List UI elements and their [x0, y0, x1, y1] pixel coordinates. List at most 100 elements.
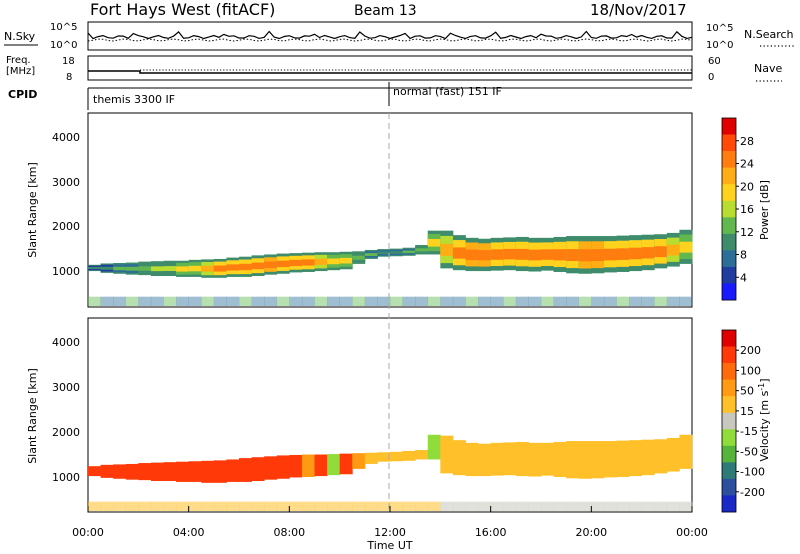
velocity-near-range-40: [591, 501, 605, 511]
power-cell-core-34: [515, 248, 529, 260]
power-cell-core-32: [490, 249, 504, 260]
velocity-cell-15: [276, 455, 290, 479]
x-tick-label-2: 08:00: [273, 526, 305, 539]
power-colorbar-swatch-3: [722, 167, 736, 185]
power-cell-core-17: [301, 259, 315, 266]
power-cell-core-12: [239, 263, 252, 271]
velocity-cell-19: [327, 454, 341, 476]
velocity-cell-34: [515, 441, 529, 477]
power-near-range-1: [100, 296, 114, 306]
power-near-range-40: [591, 296, 605, 306]
power-near-range-24: [390, 296, 403, 306]
power-data-marks: [88, 229, 693, 306]
power-near-range-21: [352, 296, 366, 306]
power-ytick-1000: 1000: [52, 265, 80, 278]
power-cell-core-33: [503, 248, 517, 260]
velocity-colorbar-ticks-label-3: 15: [740, 405, 754, 418]
velocity-cell-46: [666, 437, 680, 472]
velocity-colorbar-ticks-label-1: 100: [740, 364, 761, 377]
velocity-ytick-3000: 3000: [52, 381, 80, 394]
nave-tick-bottom: 0: [708, 72, 714, 83]
noise-left-tick-bottom: 10^0: [50, 40, 77, 51]
power-cell-core-7: [176, 266, 190, 272]
velocity-near-range-10: [213, 501, 227, 511]
power-ytick-4000: 4000: [52, 131, 80, 144]
velocity-near-range-35: [528, 501, 542, 511]
power-near-range-35: [528, 296, 542, 306]
velocity-near-range-30: [465, 501, 479, 511]
power-colorbar-swatch-2: [722, 151, 736, 168]
power-near-range-34: [515, 296, 529, 306]
velocity-cell-21: [352, 453, 366, 469]
velocity-near-range-24: [390, 501, 403, 511]
noise-traces: [87, 30, 693, 42]
velocity-near-range-41: [603, 501, 617, 511]
velocity-cell-28: [440, 435, 454, 474]
power-near-range-41: [603, 296, 617, 306]
power-near-range-27: [427, 296, 441, 306]
velocity-cell-40: [591, 441, 605, 479]
power-near-range-22: [364, 296, 378, 306]
velocity-colorbar-swatch-9: [722, 478, 736, 496]
velocity-colorbar-frame: [721, 329, 737, 513]
power-cell-core-1: [100, 266, 114, 270]
power-cell-core-25: [402, 250, 416, 254]
velocity-near-range-23: [377, 501, 391, 511]
velocity-cell-10: [213, 460, 227, 483]
velocity-colorbar-swatch-6: [722, 429, 736, 447]
x-tick-label-1: 04:00: [173, 526, 205, 539]
power-colorbar-swatch-1: [722, 134, 736, 152]
power-cell-core-27: [427, 238, 441, 247]
power-cell-core-44: [641, 247, 655, 259]
velocity-cell-44: [641, 439, 655, 476]
velocity-cell-41: [603, 441, 617, 478]
power-near-range-43: [629, 296, 642, 306]
velocity-cell-4: [138, 463, 152, 481]
power-near-range-47: [679, 296, 693, 306]
power-colorbar-ticks-label-4: 12: [740, 226, 754, 239]
velocity-colorbar-swatch-2: [722, 363, 736, 380]
velocity-near-range-26: [415, 501, 429, 511]
power-near-range-32: [490, 296, 504, 306]
power-cell-core-39: [578, 249, 592, 262]
power-cell-core-5: [150, 266, 164, 272]
velocity-colorbar-ticks: 200 100 50 15 -15 -50 -100 -200: [736, 344, 765, 499]
nave-label: Nave: [754, 62, 782, 75]
velocity-cell-27: [427, 434, 441, 460]
velocity-cell-13: [251, 457, 265, 482]
velocity-cell-14: [264, 456, 278, 480]
velocity-near-range-47: [679, 501, 693, 511]
velocity-near-range-22: [364, 501, 378, 511]
velocity-ytick-2000: 2000: [52, 426, 80, 439]
power-cell-core-4: [138, 266, 152, 271]
power-ylabel: Slant Range [km]: [26, 162, 39, 258]
power-colorbar-swatch-4: [722, 184, 736, 202]
velocity-cell-25: [402, 450, 416, 461]
velocity-near-range-9: [201, 501, 215, 511]
velocity-cell-7: [176, 461, 190, 482]
velocity-near-range-37: [553, 501, 567, 511]
power-cell-core-24: [390, 251, 403, 254]
power-colorbar-swatch-9: [722, 266, 736, 284]
power-near-range-3: [125, 296, 139, 306]
power-cell-core-8: [188, 265, 202, 272]
velocity-near-range-29: [452, 501, 466, 511]
power-near-range-25: [402, 296, 416, 306]
velocity-cell-17: [301, 454, 315, 477]
velocity-cell-5: [150, 462, 164, 482]
velocity-colorbar-label: Velocity [m s-1]: [757, 378, 771, 461]
velocity-cell-12: [239, 458, 252, 482]
velocity-cell-24: [390, 451, 403, 462]
velocity-cell-2: [113, 464, 127, 479]
velocity-cell-3: [125, 463, 139, 480]
date-title: 18/Nov/2017: [590, 1, 687, 19]
velocity-cell-26: [415, 450, 429, 460]
velocity-near-range-44: [641, 501, 655, 511]
velocity-near-range-25: [402, 501, 416, 511]
freq-left-tick-top: 18: [62, 56, 75, 67]
power-near-range-8: [188, 296, 202, 306]
freq-label-line2: [MHz]: [6, 66, 35, 77]
velocity-colorbar-swatch-5: [722, 412, 736, 430]
x-axis-ticks: 00:00 04:00 08:00 12:00 16:00 20:00 00:00: [72, 506, 708, 539]
cpid-segment-2: normal (fast) 151 IF: [393, 85, 502, 98]
